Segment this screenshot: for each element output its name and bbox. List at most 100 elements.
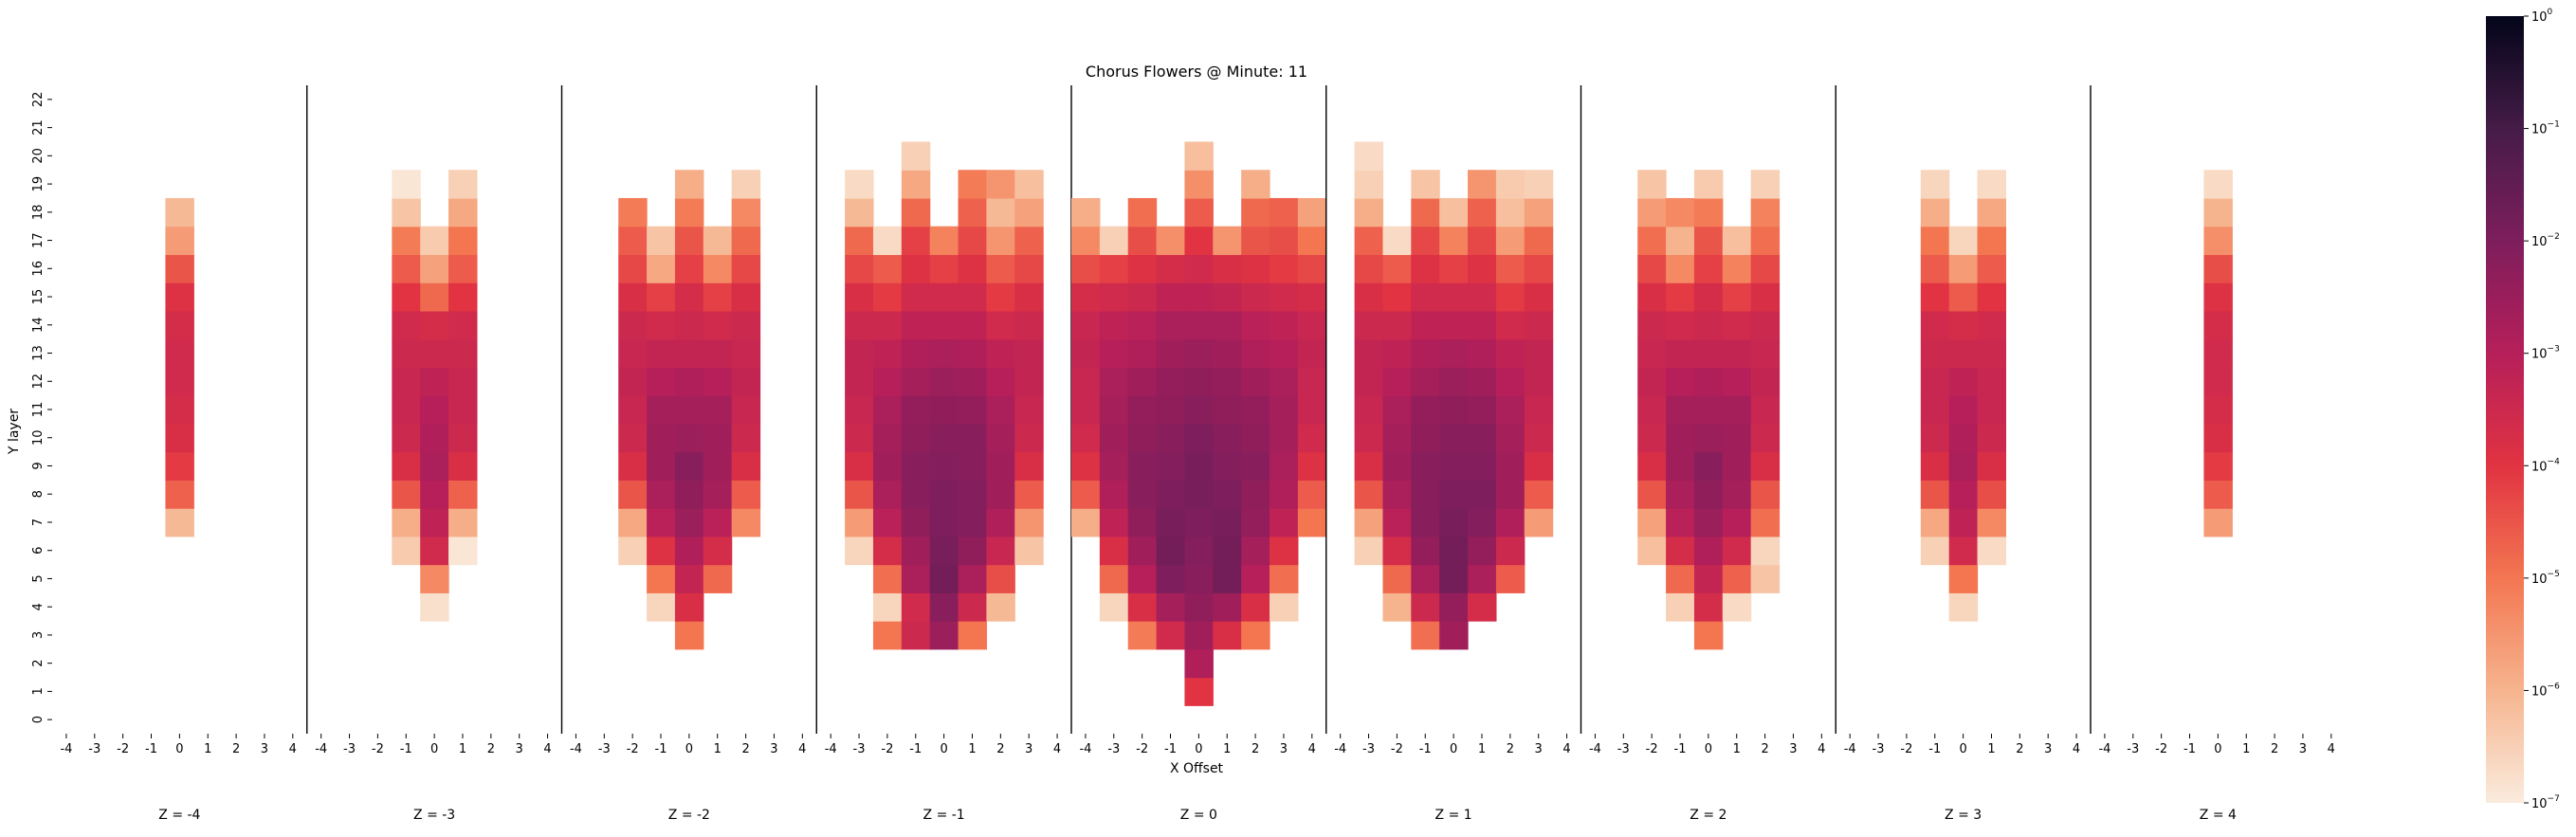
heatmap-cell [1241, 170, 1270, 199]
heatmap-cell [1693, 170, 1724, 199]
heatmap-cell [1637, 480, 1667, 509]
x-tick-label: 1 [459, 742, 466, 756]
heatmap-cell [1439, 423, 1469, 453]
x-tick-label: 2 [232, 742, 240, 756]
heatmap-cell [1468, 395, 1497, 425]
x-tick-label: -4 [570, 742, 582, 756]
colorbar-tick-label: 100 [2531, 8, 2553, 25]
heatmap-cell [1411, 564, 1440, 593]
x-axis-label: X Offset [1170, 761, 1224, 776]
heatmap-cell [1071, 282, 1101, 312]
heatmap-cell [1693, 226, 1724, 256]
heatmap-cell [703, 338, 733, 368]
heatmap-cell [1270, 536, 1299, 566]
heatmap-cell [1270, 197, 1299, 227]
heatmap-cell [1270, 367, 1299, 396]
heatmap-cell [1722, 254, 1752, 283]
heatmap-cell [1127, 564, 1158, 593]
heatmap-cell [647, 254, 676, 283]
heatmap-cell [1071, 395, 1101, 425]
heatmap-cell [448, 170, 478, 199]
panel-label: Z = 2 [1690, 808, 1726, 823]
x-tick-label: -3 [343, 742, 356, 756]
heatmap-cell [1693, 592, 1724, 622]
heatmap-cell [703, 367, 733, 396]
heatmap-cell [845, 310, 874, 340]
heatmap-cell [1354, 480, 1384, 509]
heatmap-cell [731, 395, 761, 425]
heatmap-cell [1920, 536, 1950, 566]
heatmap-cell [1693, 480, 1724, 509]
heatmap-cell [1468, 564, 1497, 593]
x-tick-label: -4 [315, 742, 327, 756]
heatmap-cell [1071, 338, 1101, 368]
heatmap-cell [901, 621, 931, 650]
heatmap-cell [958, 592, 988, 622]
heatmap-cell [958, 282, 988, 312]
heatmap-cell [1411, 226, 1440, 256]
x-tick-label: 3 [2299, 742, 2307, 756]
heatmap-cell [674, 508, 704, 537]
heatmap-cell [1099, 395, 1129, 425]
heatmap-cell [1722, 564, 1752, 593]
heatmap-cell [1184, 480, 1214, 509]
heatmap-cell [1920, 367, 1950, 396]
heatmap-cell [1382, 592, 1412, 622]
x-tick-label: -4 [1334, 742, 1346, 756]
panel-label: Z = -3 [413, 808, 455, 823]
heatmap-cell [958, 254, 988, 283]
heatmap-cell [1014, 367, 1044, 396]
heatmap-cell [674, 197, 704, 227]
heatmap-cell [1637, 310, 1667, 340]
heatmap-cell [1127, 226, 1158, 256]
heatmap-cell [703, 254, 733, 283]
heatmap-cell [1666, 564, 1695, 593]
heatmap-cell [1411, 423, 1440, 453]
x-tick-label: 2 [2016, 742, 2023, 756]
x-tick-label: -3 [1617, 742, 1630, 756]
heatmap-cell [1977, 197, 2007, 227]
heatmap-cell [1127, 282, 1158, 312]
heatmap-cell [1722, 395, 1752, 425]
x-tick-label: 1 [2242, 742, 2250, 756]
heatmap-cell [392, 451, 421, 481]
y-tick-label: 6 [31, 547, 46, 555]
heatmap-cell [1184, 451, 1214, 481]
heatmap-cell [1495, 508, 1526, 537]
heatmap-cell [1977, 536, 2007, 566]
heatmap-cell [1637, 226, 1667, 256]
heatmap-cell [1184, 564, 1214, 593]
heatmap-cell [1099, 592, 1129, 622]
heatmap-cell [1666, 197, 1695, 227]
heatmap-cell [1297, 395, 1327, 425]
heatmap-cell [1241, 564, 1270, 593]
heatmap-cell [1213, 226, 1242, 256]
heatmap-cell [1524, 480, 1554, 509]
heatmap-cell [1468, 282, 1497, 312]
heatmap-cell [1524, 451, 1554, 481]
heatmap-cell [1750, 508, 1781, 537]
heatmap-cell [420, 338, 449, 368]
heatmap-cell [1977, 423, 2007, 453]
heatmap-cell [1920, 508, 1950, 537]
heatmap-cell [1354, 226, 1384, 256]
y-tick-label: 7 [31, 519, 46, 526]
heatmap-cell [958, 170, 988, 199]
heatmap-cell [2203, 254, 2233, 283]
heatmap-cell [1524, 170, 1554, 199]
x-tick-label: 4 [1053, 742, 1061, 756]
heatmap-cell [1750, 367, 1781, 396]
heatmap-cell [1099, 508, 1129, 537]
heatmap-cell [1693, 536, 1724, 566]
heatmap-cell [1014, 254, 1044, 283]
heatmap-cell [703, 226, 733, 256]
heatmap-cell [845, 536, 874, 566]
panel-label: Z = -2 [668, 808, 710, 823]
y-tick-label: 15 [31, 289, 46, 305]
heatmap-cell [958, 621, 988, 650]
heatmap-cell [1354, 197, 1384, 227]
heatmap-cell [1722, 480, 1752, 509]
y-tick-label: 13 [31, 345, 46, 361]
